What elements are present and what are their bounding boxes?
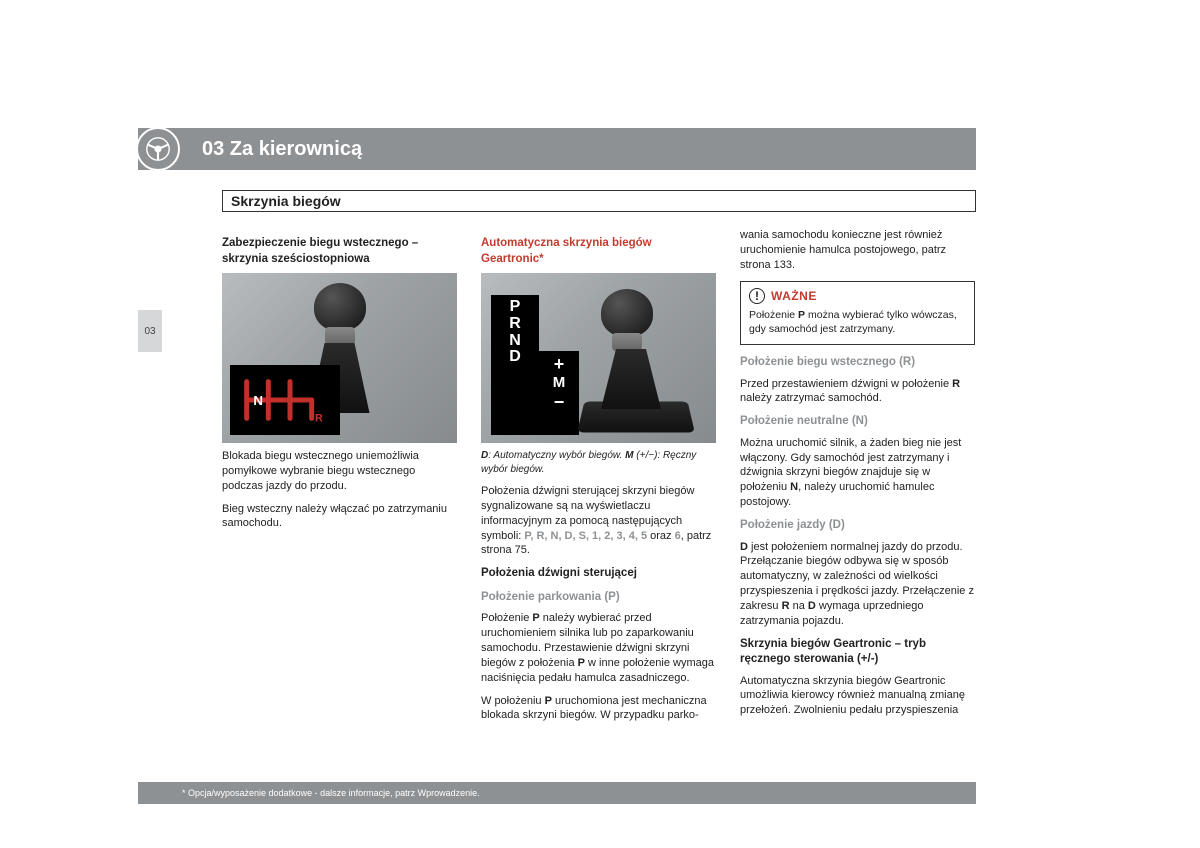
manual-gearbox-image: N R [222, 273, 457, 443]
para-r: Przed przestawieniem dźwigni w położenie… [740, 377, 975, 407]
image-caption: D: Automatyczny wybór biegów. M (+/−): R… [481, 449, 716, 476]
content-columns: Zabezpieczenie biegu wstecznego – skrzyn… [222, 228, 976, 731]
pos-n: N [491, 333, 539, 350]
footer: * Opcja/wyposażenie dodatkowe - dalsze i… [138, 782, 976, 804]
manual-mode-indicator: + M − [539, 351, 579, 435]
pos-p: P [491, 299, 539, 316]
section-bar: Skrzynia biegów [222, 190, 976, 212]
column-1: Zabezpieczenie biegu wstecznego – skrzyn… [222, 228, 457, 731]
pos-r: R [491, 316, 539, 333]
col2-p1: Położenia dźwigni sterującej skrzyni bie… [481, 484, 716, 558]
para-d: D jest położeniem normalnej jazdy do prz… [740, 540, 975, 629]
overlay-n: N [253, 393, 263, 408]
pos-d: D [491, 349, 539, 366]
col2-h2: Położenia dźwigni sterującej [481, 566, 716, 582]
important-text: Położenie P można wybierać tylko wówczas… [749, 308, 966, 336]
steering-wheel-icon [136, 127, 180, 171]
important-box: ! WAŻNE Położenie P można wybierać tylko… [740, 281, 975, 346]
important-icon: ! [749, 288, 765, 304]
col1-p1: Blokada biegu wstecznego uniemożliwia po… [222, 449, 457, 494]
important-label: WAŻNE [771, 288, 817, 304]
prnd-indicator: P R N D [491, 295, 539, 435]
col3-p0: wania samochodu konieczne jest również u… [740, 228, 975, 273]
auto-gearbox-image: P R N D + M − [481, 273, 716, 443]
heading-d: Położenie jazdy (D) [740, 518, 975, 534]
col2-p3: W położeniu P uruchomiona jest mechanicz… [481, 694, 716, 724]
heading-r: Położenie biegu wstecznego (R) [740, 355, 975, 371]
col1-p2: Bieg wsteczny należy włączać po zatrzyma… [222, 502, 457, 532]
para-n: Można uruchomić silnik, a żaden bieg nie… [740, 436, 975, 510]
chapter-header: 03 Za kierownicą [138, 128, 976, 170]
page: 03 Za kierownicą Skrzynia biegów 03 Zabe… [0, 0, 1200, 848]
gear-pattern-overlay: N R [230, 365, 340, 435]
col2-h3: Położenie parkowania (P) [481, 590, 716, 606]
important-header: ! WAŻNE [749, 288, 966, 304]
column-3: wania samochodu konieczne jest również u… [740, 228, 975, 731]
m-minus: − [539, 393, 579, 411]
column-2: Automatyczna skrzynia biegów Geartronic*… [481, 228, 716, 731]
col2-heading: Automatyczna skrzynia biegów Geartronic* [481, 236, 716, 267]
col1-heading: Zabezpieczenie biegu wstecznego – skrzyn… [222, 236, 457, 267]
col2-p2: Położenie P należy wybierać przed urucho… [481, 611, 716, 685]
overlay-r: R [315, 413, 323, 425]
chapter-title: 03 Za kierownicą [202, 138, 362, 161]
side-tab: 03 [138, 310, 162, 352]
m-label: M [539, 373, 579, 393]
m-plus: + [539, 355, 579, 373]
auto-gear-knob [601, 289, 653, 439]
footer-note: * Opcja/wyposażenie dodatkowe - dalsze i… [182, 788, 480, 798]
para-geartronic: Automatyczna skrzynia biegów Geartronic … [740, 674, 975, 719]
section-title: Skrzynia biegów [231, 193, 341, 209]
heading-n: Położenie neutralne (N) [740, 414, 975, 430]
heading-geartronic: Skrzynia biegów Geartronic – tryb ręczne… [740, 637, 975, 668]
